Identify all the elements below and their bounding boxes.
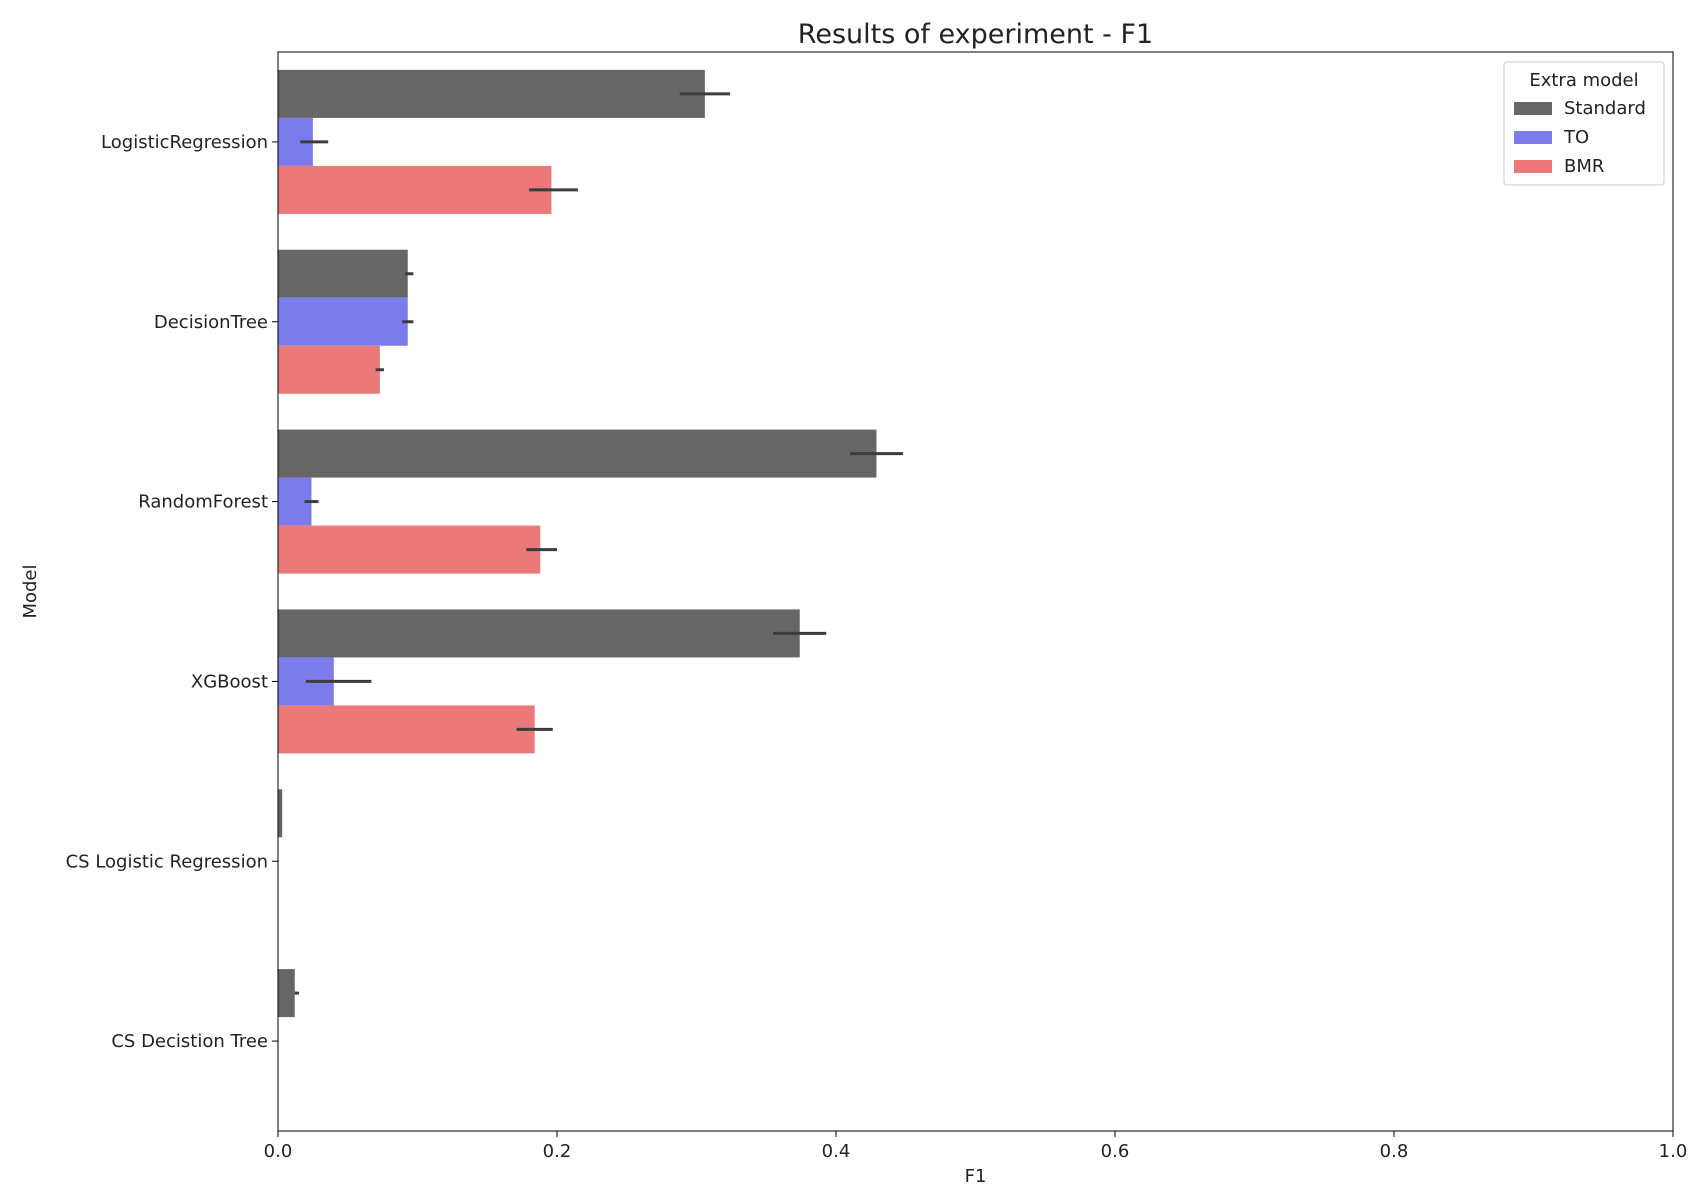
legend-label-to: TO: [1563, 127, 1589, 148]
bar-standard-2: [278, 429, 877, 478]
chart-title: Results of experiment - F1: [798, 19, 1153, 50]
y-tick-label: DecisionTree: [154, 312, 268, 333]
legend-swatch-standard: [1514, 102, 1552, 115]
error-bars-layer: [294, 92, 903, 995]
x-tick-label: 0.6: [1101, 1141, 1130, 1162]
plot-frame: [277, 51, 1674, 1132]
bar-bmr-3: [278, 705, 535, 754]
y-tick-label: RandomForest: [138, 492, 268, 513]
legend-box: [1503, 61, 1665, 186]
legend-label-standard: Standard: [1564, 98, 1646, 119]
x-axis-label: F1: [965, 1166, 987, 1187]
y-axis-ticks: LogisticRegression DecisionTree RandomFore…: [66, 132, 278, 1052]
y-axis-label: Model: [20, 564, 41, 618]
bar-standard-1: [278, 249, 408, 298]
bar-standard-3: [278, 609, 800, 658]
bars-layer: [278, 69, 877, 1018]
legend-swatch-bmr: [1514, 160, 1552, 173]
legend-swatch-to: [1514, 131, 1552, 144]
x-tick-label: 1.0: [1659, 1141, 1688, 1162]
x-tick-label: 0.0: [264, 1141, 293, 1162]
y-tick-label: CS Decistion Tree: [111, 1031, 268, 1052]
x-tick-label: 0.2: [543, 1141, 572, 1162]
legend: Extra model Standard TO BMR: [1503, 61, 1665, 186]
x-tick-label: 0.4: [822, 1141, 851, 1162]
bar-bmr-2: [278, 525, 541, 574]
legend-title: Extra model: [1529, 70, 1638, 91]
y-tick-label: CS Logistic Regression: [66, 851, 268, 872]
bar-bmr-0: [278, 165, 552, 214]
bar-bmr-1: [278, 345, 380, 394]
bar-standard-4: [278, 789, 283, 838]
x-tick-label: 0.8: [1380, 1141, 1409, 1162]
y-tick-label: LogisticRegression: [101, 132, 268, 153]
bar-standard-5: [278, 969, 295, 1018]
bar-standard-0: [278, 69, 705, 118]
y-tick-label: XGBoost: [191, 671, 268, 692]
x-axis-ticks: 0.0 0.2 0.4 0.6 0.8 1.0: [264, 1131, 1688, 1162]
legend-label-bmr: BMR: [1564, 156, 1604, 177]
bar-to-1: [278, 297, 408, 346]
